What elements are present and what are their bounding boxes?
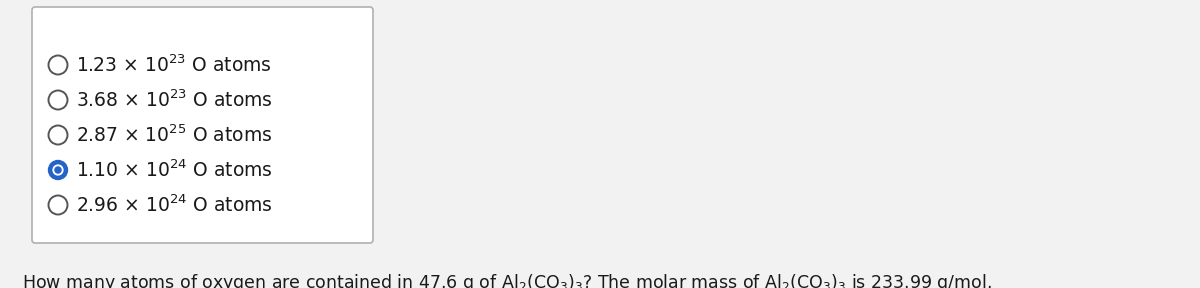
- Text: 2.96 × 10$^{24}$ O atoms: 2.96 × 10$^{24}$ O atoms: [76, 194, 272, 216]
- FancyBboxPatch shape: [32, 7, 373, 243]
- Text: How many atoms of oxygen are contained in 47.6 g of Al$_2$(CO$_3$)$_3$? The mola: How many atoms of oxygen are contained i…: [22, 272, 991, 288]
- Circle shape: [55, 167, 61, 173]
- Circle shape: [53, 165, 62, 175]
- Text: 2.87 × 10$^{25}$ O atoms: 2.87 × 10$^{25}$ O atoms: [76, 124, 272, 146]
- Text: 1.23 × 10$^{23}$ O atoms: 1.23 × 10$^{23}$ O atoms: [76, 54, 272, 76]
- Text: 1.10 × 10$^{24}$ O atoms: 1.10 × 10$^{24}$ O atoms: [76, 159, 272, 181]
- Text: 3.68 × 10$^{23}$ O atoms: 3.68 × 10$^{23}$ O atoms: [76, 89, 272, 111]
- Circle shape: [48, 160, 67, 179]
